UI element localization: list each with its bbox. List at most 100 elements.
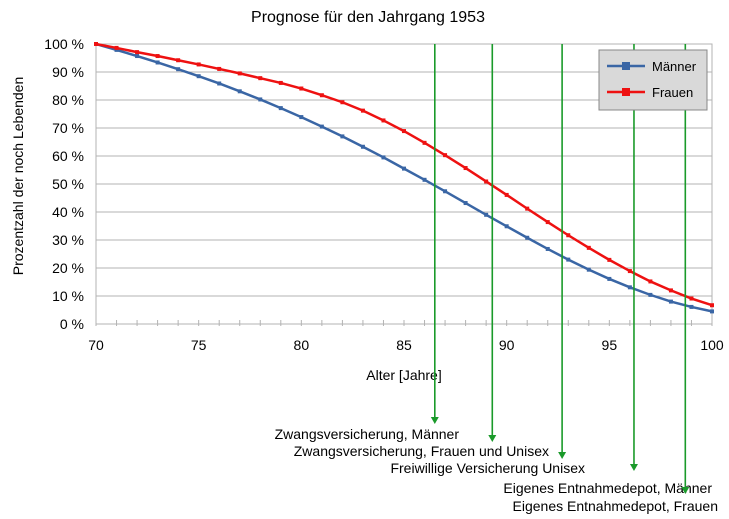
data-point (258, 97, 263, 102)
data-point (319, 124, 324, 129)
data-point (607, 257, 612, 262)
data-point (627, 269, 632, 274)
data-point (525, 206, 530, 211)
data-point (443, 153, 448, 158)
data-point (299, 86, 304, 91)
data-point (586, 245, 591, 250)
data-point (525, 235, 530, 240)
y-tick-label: 100 % (44, 36, 84, 52)
x-tick-label: 70 (88, 337, 104, 353)
annotation-0: Zwangsversicherung, Männer (275, 44, 459, 442)
data-point (607, 276, 612, 281)
legend-entry-0: Männer (607, 59, 697, 74)
data-point (135, 50, 140, 55)
data-point (135, 54, 140, 59)
x-axis-label: Alter [Jahre] (366, 367, 441, 383)
annotation-arrowhead (488, 435, 497, 442)
y-tick-label: 10 % (52, 288, 84, 304)
annotation-arrowhead (558, 452, 567, 459)
y-tick-label: 50 % (52, 176, 84, 192)
legend-label: Frauen (652, 85, 693, 100)
data-point (504, 192, 509, 197)
data-point (360, 144, 365, 149)
data-point (463, 166, 468, 171)
series-1 (94, 42, 714, 308)
y-tick-label: 70 % (52, 120, 84, 136)
data-point (504, 224, 509, 229)
data-point (443, 189, 448, 194)
data-point (340, 134, 345, 139)
data-point (648, 292, 653, 297)
annotation-label: Eigenes Entnahmedepot, Männer (503, 480, 712, 496)
annotation-label: Freiwillige Versicherung Unisex (390, 460, 585, 476)
data-point (155, 60, 160, 65)
x-tick-label: 85 (396, 337, 412, 353)
chart-title: Prognose für den Jahrgang 1953 (251, 9, 485, 26)
data-point (402, 129, 406, 134)
annotation-3: Eigenes Entnahmedepot, Männer (503, 44, 712, 496)
data-point (422, 177, 427, 182)
data-point (360, 108, 365, 113)
data-point (545, 246, 550, 251)
y-tick-label: 90 % (52, 64, 84, 80)
data-point (668, 299, 673, 304)
data-point (381, 118, 386, 123)
y-tick-label: 30 % (52, 232, 84, 248)
y-axis-label: Prozentzahl der noch Lebenden (10, 77, 26, 275)
legend-box (598, 49, 708, 111)
data-point (668, 288, 673, 293)
legend: Männer Frauen (598, 49, 708, 111)
y-tick-labels: 0 % 10 % 20 % 30 % 40 % 50 % 60 % 70 % 80 % 90 % 1… (44, 36, 84, 332)
y-tick-label: 0 % (60, 316, 84, 332)
legend-entry-1: Frauen (607, 85, 693, 100)
data-point (155, 54, 160, 59)
y-tick-label: 20 % (52, 260, 84, 276)
legend-label: Männer (652, 59, 697, 74)
data-point (94, 42, 98, 46)
data-point (710, 309, 714, 314)
data-point (689, 304, 694, 309)
data-point (237, 71, 242, 76)
data-point (258, 76, 263, 81)
x-tick-label: 75 (191, 337, 207, 353)
data-point (176, 67, 181, 72)
y-tick-label: 40 % (52, 204, 84, 220)
annotation-4: Eigenes Entnahmedepot, Frauen (513, 44, 718, 514)
data-point (340, 100, 345, 105)
data-point (237, 89, 242, 94)
minor-ticks (95, 320, 713, 326)
annotation-1: Zwangsversicherung, Frauen und Unisex (294, 44, 549, 459)
legend-swatch-marker (622, 62, 630, 70)
y-tick-label: 60 % (52, 148, 84, 164)
data-point (217, 66, 222, 71)
data-point (196, 74, 201, 79)
data-point (196, 62, 201, 67)
data-point (484, 179, 489, 184)
data-point (627, 285, 632, 290)
data-point (217, 81, 222, 86)
data-point (463, 201, 468, 206)
data-point (381, 155, 386, 160)
series-group (94, 42, 714, 314)
data-point (319, 93, 324, 98)
data-point (402, 166, 406, 171)
data-point (545, 220, 550, 225)
x-tick-label: 90 (499, 337, 515, 353)
data-point (114, 45, 119, 50)
data-point (648, 279, 653, 284)
data-point (566, 257, 571, 262)
data-point (484, 212, 489, 217)
annotation-arrowhead (629, 464, 638, 471)
y-tick-label: 80 % (52, 92, 84, 108)
legend-swatch-marker (622, 88, 630, 96)
data-point (586, 267, 591, 272)
annotation-arrowhead (430, 417, 439, 424)
annotation-arrowhead (681, 487, 690, 494)
data-point (566, 233, 571, 238)
data-point (278, 106, 283, 111)
x-tick-label: 80 (294, 337, 310, 353)
data-point (710, 303, 714, 308)
data-point (299, 115, 304, 120)
data-point (278, 80, 283, 85)
